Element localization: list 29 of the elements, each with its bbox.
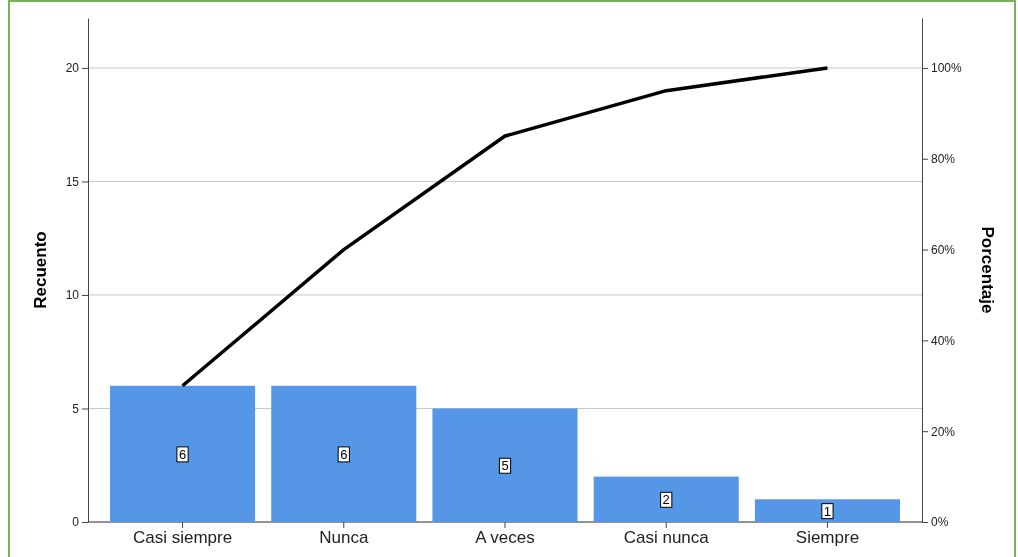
- data-label: 6: [178, 446, 187, 462]
- data-label: 2: [662, 492, 670, 508]
- data-label: 6: [340, 446, 348, 462]
- x-tick-label: Nunca: [319, 528, 369, 548]
- data-label: 1: [823, 503, 832, 519]
- y-tick-label: 0: [72, 515, 80, 530]
- y2-tick-label: 0%: [931, 515, 949, 530]
- y2-tick-label: 40%: [931, 333, 956, 348]
- x-tick-label: Siempre: [795, 528, 860, 548]
- bar: [271, 385, 417, 522]
- bar: [754, 499, 900, 522]
- y2-tick-label: 80%: [931, 152, 956, 167]
- x-tick-label: A veces: [475, 528, 535, 548]
- y-axis-title: Recuento: [31, 231, 50, 309]
- bar: [110, 385, 256, 522]
- bar: [432, 408, 578, 522]
- y-tick-label: 10: [65, 288, 80, 303]
- y-tick-label: 20: [65, 61, 80, 76]
- y2-tick-label: 60%: [931, 242, 956, 257]
- x-tick-label: Casi nunca: [623, 528, 710, 548]
- y2-tick-label: 20%: [931, 424, 956, 439]
- y2-tick-label: 100%: [931, 61, 963, 76]
- y2-axis-title: Porcentaje: [978, 226, 997, 314]
- data-label: 5: [501, 458, 509, 474]
- line-series: [180, 66, 830, 388]
- y-tick-label: 5: [72, 401, 80, 416]
- x-tick-label: Casi siempre: [132, 528, 233, 548]
- y-tick-label: 15: [65, 174, 80, 189]
- bar: [593, 476, 739, 522]
